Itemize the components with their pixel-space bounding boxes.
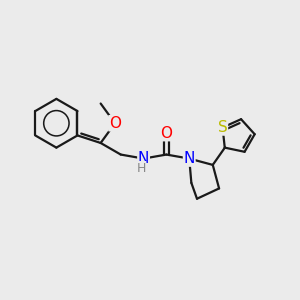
Text: S: S [218,120,227,135]
Text: O: O [109,116,121,131]
Text: H: H [136,162,146,175]
Text: N: N [184,151,195,166]
Text: O: O [160,126,172,141]
Text: N: N [138,151,149,166]
